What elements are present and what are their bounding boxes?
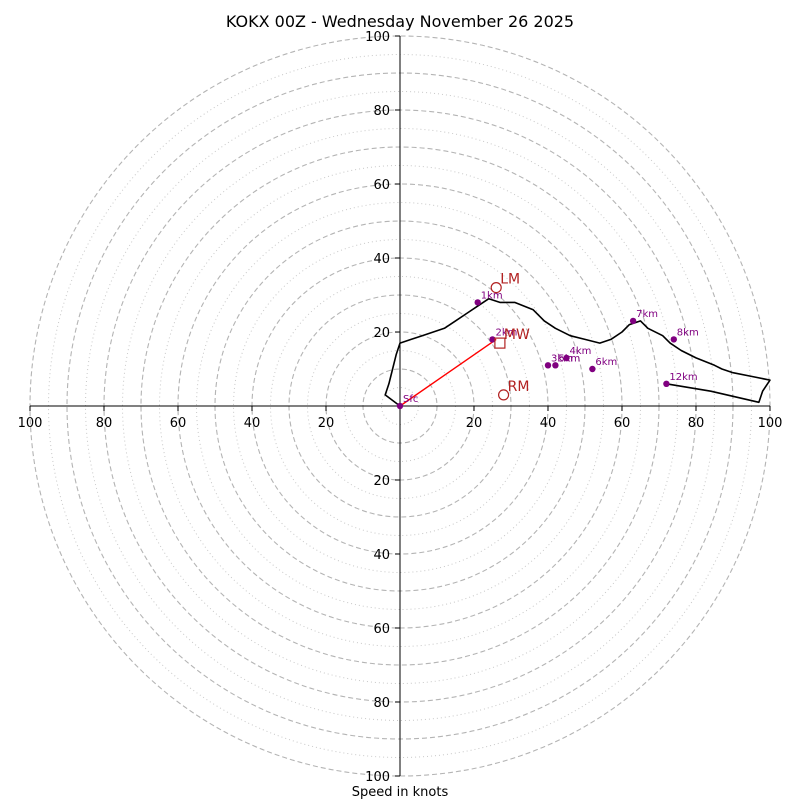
x-tick-label: 40 bbox=[244, 416, 261, 431]
x-tick-label: 100 bbox=[758, 416, 783, 431]
height-marker bbox=[544, 362, 552, 369]
height-marker-label: 1km bbox=[481, 290, 503, 301]
y-tick-label: 60 bbox=[373, 178, 390, 193]
height-marker-label: 4km bbox=[570, 346, 592, 357]
x-tick-label: 60 bbox=[170, 416, 187, 431]
height-marker bbox=[474, 299, 481, 306]
storm-motion-label: LM bbox=[500, 272, 520, 288]
shear-vector bbox=[399, 338, 497, 407]
y-tick-label: 100 bbox=[365, 30, 390, 45]
height-marker-label: 12km bbox=[669, 372, 697, 383]
height-marker bbox=[552, 362, 559, 369]
storm-motion-marker bbox=[490, 282, 502, 294]
y-tick-label: 20 bbox=[373, 474, 390, 489]
height-marker-label: 6km bbox=[595, 357, 617, 368]
y-tick-label: 20 bbox=[373, 326, 390, 341]
y-tick-label: 60 bbox=[373, 622, 390, 637]
height-marker-label: 2km bbox=[496, 327, 518, 338]
height-marker bbox=[589, 365, 596, 373]
storm-motion-marker bbox=[498, 389, 510, 401]
x-tick-label: 60 bbox=[614, 416, 631, 431]
x-axis-label: Speed in knots bbox=[352, 785, 449, 800]
x-tick-label: 100 bbox=[18, 416, 43, 431]
height-marker bbox=[396, 402, 404, 410]
x-tick-label: 80 bbox=[688, 416, 705, 431]
x-tick-label: 20 bbox=[318, 416, 335, 431]
height-marker bbox=[489, 336, 496, 343]
storm-motion-label: RM bbox=[508, 379, 530, 395]
height-marker bbox=[629, 317, 637, 325]
y-tick-label: 100 bbox=[365, 770, 390, 785]
height-marker bbox=[663, 380, 670, 387]
chart-title: KOKX 00Z - Wednesday November 26 2025 bbox=[226, 12, 574, 31]
y-tick-label: 40 bbox=[373, 252, 390, 267]
y-tick-label: 80 bbox=[373, 104, 390, 119]
x-tick-label: 80 bbox=[96, 416, 113, 431]
height-marker-label: 3km bbox=[551, 353, 573, 364]
storm-motion-label: MW bbox=[504, 327, 530, 343]
height-marker-label: Sfc bbox=[403, 394, 418, 405]
x-tick-label: 20 bbox=[466, 416, 483, 431]
y-tick-label: 80 bbox=[373, 696, 390, 711]
height-marker-label: 7km bbox=[636, 309, 658, 320]
height-marker-label: 8km bbox=[677, 327, 699, 338]
y-tick-label: 40 bbox=[373, 548, 390, 563]
height-marker bbox=[563, 354, 570, 362]
height-marker-label: 5km bbox=[558, 353, 580, 364]
storm-motion-marker bbox=[494, 337, 506, 349]
height-marker bbox=[670, 336, 677, 343]
hodograph-line bbox=[384, 297, 771, 407]
x-tick-label: 40 bbox=[540, 416, 557, 431]
